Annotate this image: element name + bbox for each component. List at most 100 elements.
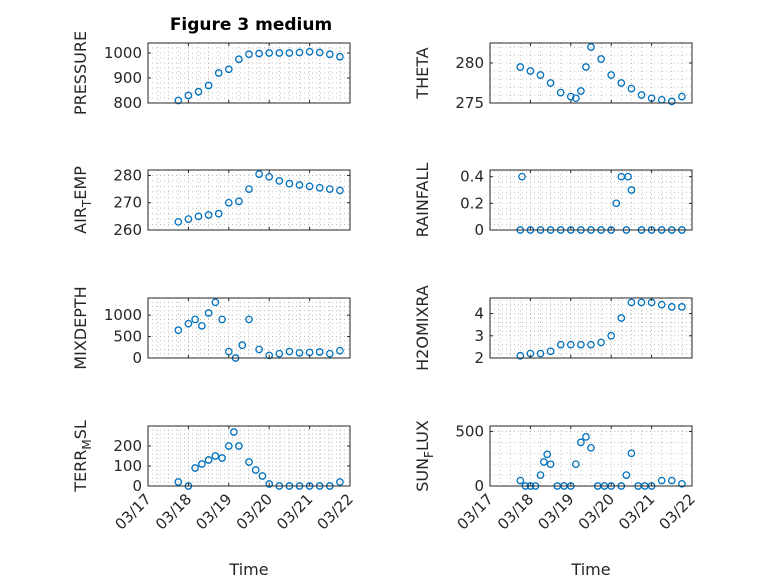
y-tick-label: 200 xyxy=(113,437,142,455)
data-point xyxy=(214,69,223,77)
data-point xyxy=(315,348,324,356)
series-points xyxy=(516,433,686,490)
data-point xyxy=(265,480,274,488)
y-tick-label: 2 xyxy=(474,349,484,367)
data-point xyxy=(536,349,545,358)
y-tick-label: 500 xyxy=(455,422,484,440)
data-point xyxy=(526,67,535,75)
data-point xyxy=(627,449,636,458)
data-point xyxy=(577,87,585,95)
data-point xyxy=(295,48,304,57)
y-tick-label: 0 xyxy=(132,349,142,367)
subplot-1: 800 900 1000 PRESSURE xyxy=(71,31,351,115)
data-point xyxy=(571,94,580,103)
axes-box xyxy=(147,169,351,231)
subplot-2: 275 280 THETA xyxy=(413,42,693,112)
y-axis-label: TERRMSL xyxy=(71,420,94,493)
data-point xyxy=(637,91,646,99)
data-point xyxy=(295,181,304,189)
data-point xyxy=(174,217,183,226)
axes-box xyxy=(489,425,693,487)
data-point xyxy=(218,315,226,324)
data-point xyxy=(251,466,260,474)
grid xyxy=(489,43,693,104)
data-point xyxy=(597,338,605,347)
x-tick-label: 03/21 xyxy=(273,490,316,533)
data-point xyxy=(265,351,274,360)
data-point xyxy=(258,472,267,480)
data-point xyxy=(566,340,575,349)
data-point xyxy=(295,349,304,357)
data-point xyxy=(211,298,220,307)
data-point xyxy=(657,476,666,485)
x-tick-label: 03/20 xyxy=(575,490,618,533)
data-point xyxy=(275,177,284,185)
data-point xyxy=(211,452,220,460)
x-axis-label: Time xyxy=(228,560,268,579)
x-axis-label: Time xyxy=(570,560,610,579)
data-point xyxy=(624,172,632,181)
data-point xyxy=(607,331,616,340)
data-point xyxy=(184,91,193,100)
y-axis-label: MIXDEPTH xyxy=(71,286,90,369)
data-point xyxy=(607,71,616,79)
data-point xyxy=(617,314,626,322)
data-point xyxy=(305,47,314,56)
data-point xyxy=(204,456,213,464)
x-tick-label: 03/17 xyxy=(454,490,497,533)
data-point xyxy=(285,179,294,188)
data-point xyxy=(336,52,344,61)
figure-title: Figure 3 medium xyxy=(170,15,332,35)
subplot-4: 0 0.2 0.4 RAINFALL xyxy=(413,163,693,239)
data-point xyxy=(198,322,206,330)
data-point xyxy=(285,347,294,356)
y-tick-label: 270 xyxy=(113,194,142,212)
data-point xyxy=(516,351,525,360)
data-point xyxy=(577,438,585,447)
data-point xyxy=(325,185,334,193)
series-points xyxy=(174,428,344,490)
data-point xyxy=(325,50,334,59)
data-point xyxy=(230,428,238,436)
data-point xyxy=(597,55,605,63)
data-point xyxy=(191,464,199,472)
data-point xyxy=(315,183,324,192)
data-point xyxy=(627,298,636,307)
series-points xyxy=(174,170,344,226)
y-axis-label: THETA xyxy=(413,47,432,99)
x-tick-label: 03/18 xyxy=(152,490,195,533)
data-point xyxy=(325,349,334,358)
data-point xyxy=(546,79,555,87)
axes-box xyxy=(147,297,351,359)
data-point xyxy=(224,347,233,356)
data-point xyxy=(245,458,253,466)
y-tick-label: 100 xyxy=(113,457,142,475)
data-point xyxy=(174,326,183,334)
plot-area xyxy=(490,43,692,103)
data-point xyxy=(612,199,621,208)
data-point xyxy=(255,345,263,354)
data-point xyxy=(191,315,199,324)
y-tick-label: 3 xyxy=(474,327,484,345)
data-point xyxy=(571,460,580,469)
data-point xyxy=(336,346,344,355)
series-points xyxy=(174,47,344,105)
data-point xyxy=(174,96,183,105)
y-tick-label: 280 xyxy=(113,166,142,184)
data-point xyxy=(235,197,243,206)
y-tick-label: 0.4 xyxy=(460,168,484,186)
y-tick-label: 260 xyxy=(113,221,142,239)
data-point xyxy=(245,50,253,59)
x-tick-label: 03/22 xyxy=(656,490,699,533)
data-point xyxy=(245,315,253,324)
data-point xyxy=(265,172,274,181)
data-point xyxy=(336,186,344,195)
axes-box xyxy=(147,425,351,487)
data-point xyxy=(657,300,666,309)
data-point xyxy=(204,309,213,317)
y-tick-label: 0 xyxy=(132,477,142,495)
x-tick-label: 03/19 xyxy=(534,490,577,533)
y-tick-label: 900 xyxy=(113,69,142,87)
data-point xyxy=(518,172,526,181)
data-point xyxy=(224,198,233,207)
